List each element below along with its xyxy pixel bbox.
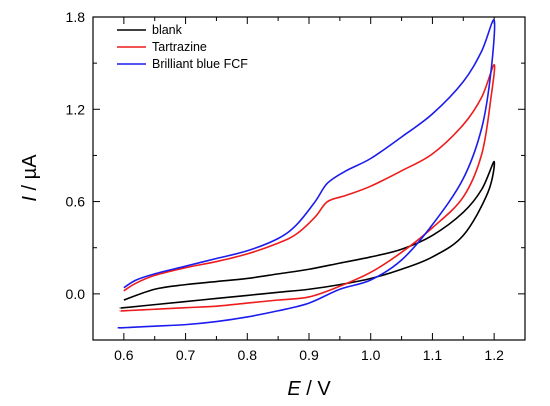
y-tick-label: 1.2 [66,101,86,117]
x-axis-unit: V [317,378,331,400]
x-tick-label: 0.7 [176,347,196,363]
x-tick-label: 1.2 [484,347,504,363]
legend-label-blank: blank [152,23,183,37]
x-tick-label: 1.0 [361,347,381,363]
y-tick-label: 0.6 [66,194,86,210]
x-axis-variable: E [287,378,301,400]
axis-ticks [93,16,525,341]
y-axis-variable: I [19,196,41,202]
y-tick-label: 1.8 [66,9,86,25]
x-tick-label: 0.9 [299,347,319,363]
legend-label-brilliant-blue-fcf: Brilliant blue FCF [152,57,248,71]
y-axis-unit: µA [19,154,41,180]
series-line-blank [119,160,496,309]
x-axis-title: E / V [287,378,331,400]
series-line-brilliant-blue-fcf [117,19,496,329]
series-group [117,19,496,329]
tick-labels: 0.6 0.7 0.8 0.9 1.0 1.1 1.2 0.0 0.6 1.2 1.8 [66,9,505,363]
x-tick-label: 0.8 [238,347,258,363]
y-axis-title: I / µA [19,154,41,202]
y-tick-label: 0.0 [66,286,86,302]
legend-label-tartrazine: Tartrazine [152,40,207,54]
x-tick-label: 0.6 [114,347,134,363]
legend: blank Tartrazine Brilliant blue FCF [117,23,248,71]
x-tick-label: 1.1 [423,347,443,363]
series-line-tartrazine [119,63,496,312]
